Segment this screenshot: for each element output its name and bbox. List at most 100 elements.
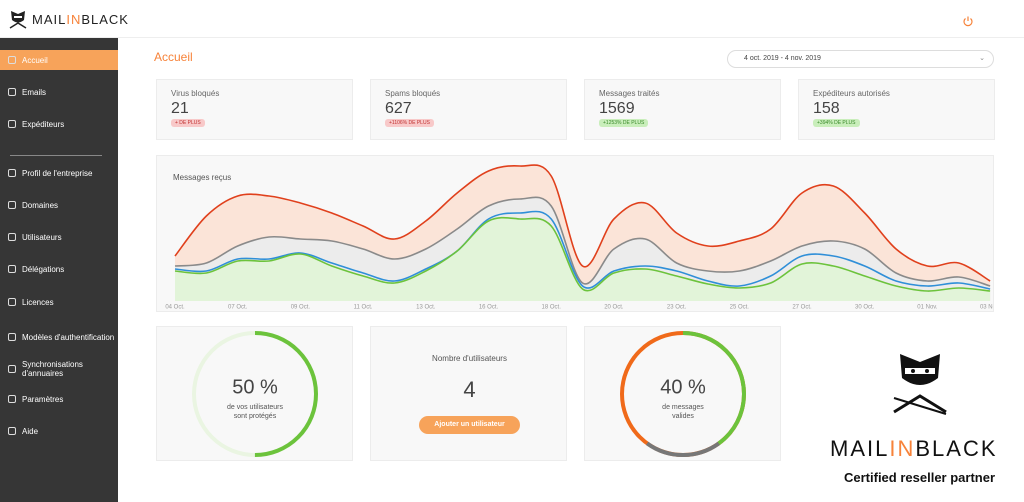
date-range: 4 oct. 2019 - 4 nov. 2019 — [744, 55, 821, 62]
logo-part: MAIL — [830, 436, 890, 461]
gauge-label: 50 % — [232, 376, 278, 398]
x-tick-label: 23 Oct. — [667, 305, 687, 311]
nav-item[interactable]: Profil de l'entreprise — [0, 163, 118, 183]
nav-icon — [8, 88, 16, 96]
nav-icon — [8, 395, 16, 403]
x-tick-label: 18 Oct. — [542, 305, 562, 311]
nav-item[interactable]: Domaines — [0, 195, 118, 215]
nav-icon — [8, 265, 16, 273]
kpi-badge: +1106% DE PLUS — [385, 119, 434, 127]
nav-label: Modèles d'authentification — [22, 332, 115, 342]
kpi-badge: +1253% DE PLUS — [599, 119, 649, 127]
x-tick-label: 27 Oct. — [792, 305, 812, 311]
nav-icon — [8, 298, 16, 306]
chart-card: Messages reçus 04 Oct. 07 Oct. 09 Oct. 11 Oc… — [156, 155, 994, 312]
nav-label: Emails — [22, 87, 47, 97]
x-tick-label: 30 Oct. — [855, 305, 875, 311]
logo-icon — [9, 11, 27, 29]
nav-item[interactable]: Utilisateurs — [0, 227, 118, 247]
nav-item[interactable]: Aide — [0, 421, 118, 441]
nav-icon — [8, 427, 16, 435]
kpi-label: Expéditeurs autorisés — [813, 89, 890, 98]
logo-part: IN — [889, 436, 916, 461]
nav-label: Utilisateurs — [22, 232, 62, 242]
nav-label: Délégations — [22, 264, 65, 274]
nav-icon — [8, 333, 16, 341]
gauge-caption: de messages — [662, 404, 704, 411]
nav-item[interactable]: Licences — [0, 292, 118, 312]
users-card: Nombre d'utilisateurs 4 Ajouter un utilisa… — [370, 326, 567, 461]
gauge-arc — [620, 331, 746, 457]
nav-icon — [8, 201, 16, 209]
nav-item[interactable]: Modèles d'authentification — [0, 324, 118, 350]
nav-label: Synchronisations d'annuaires — [22, 360, 83, 378]
kpi-label: Spams bloqués — [385, 89, 441, 98]
chart: Messages reçus 04 Oct. 07 Oct. 09 Oct. 11 Oc… — [165, 164, 994, 311]
series-line — [174, 196, 991, 287]
gauge-caption: de vos utilisateurs — [227, 404, 284, 411]
series-area — [175, 217, 991, 301]
partner-tagline: Certified reseller partner — [844, 470, 996, 485]
logo-part: MAIL — [32, 12, 67, 27]
partner: MAILINBLACK Certified reseller partner — [800, 330, 1024, 502]
nav-item[interactable]: Paramètres — [0, 389, 118, 409]
gauge-arc — [192, 331, 318, 457]
sidebar: Accueil Emails Expéditeurs Profil de l'entr… — [0, 38, 118, 502]
logo-part: BLACK — [81, 12, 129, 27]
nav-label: Aide — [22, 426, 39, 436]
gauge-caption: sont protégés — [234, 413, 277, 420]
nav-icon — [8, 169, 16, 177]
kpi-label: Virus bloqués — [171, 89, 220, 98]
nav-item[interactable]: Synchronisations d'annuaires — [0, 356, 118, 382]
kpi-badge: +394% DE PLUS — [813, 119, 860, 127]
gauge-caption: valides — [672, 413, 694, 420]
gauge-card: 50 % de vos utilisateurs sont protégés — [156, 326, 353, 461]
nav-icon — [8, 233, 16, 241]
gauge: 50 % de vos utilisateurs sont protégés — [192, 331, 318, 457]
partner-icon — [893, 354, 947, 415]
nav-icon — [8, 56, 16, 64]
x-tick-label: 03 Nov. — [980, 305, 994, 311]
users-value: 4 — [463, 377, 476, 402]
nav-label: Profil de l'entreprise — [22, 168, 93, 178]
nav-label: Paramètres — [22, 394, 64, 404]
separator — [10, 155, 102, 156]
logo-part: IN — [66, 12, 82, 27]
nav-item[interactable]: Emails — [0, 82, 118, 102]
gauge: 40 % de messages valides — [620, 331, 746, 457]
nav-icon — [8, 365, 16, 373]
gauge-label: 40 % — [660, 376, 706, 398]
x-tick-label: 07 Oct. — [228, 305, 248, 311]
x-tick-label: 13 Oct. — [416, 305, 436, 311]
kpi-card: Spams bloqués 627 +1106% DE PLUS — [370, 79, 567, 140]
nav-icon — [8, 120, 16, 128]
x-tick-label: 16 Oct. — [479, 305, 499, 311]
nav-item[interactable]: Accueil — [0, 50, 118, 70]
nav-label: Accueil — [22, 55, 48, 65]
page-title: Accueil — [154, 50, 193, 64]
nav-label: Licences — [22, 297, 54, 307]
header: MAILINBLACK — [0, 0, 1024, 38]
x-tick-label: 04 Oct. — [165, 305, 185, 311]
kpi-badge: + DE PLUS — [171, 119, 205, 127]
kpi-card: Messages traités 1569 +1253% DE PLUS — [584, 79, 781, 140]
series-line — [174, 216, 991, 292]
nav-item[interactable]: Délégations — [0, 259, 118, 279]
date-picker[interactable]: 4 oct. 2019 - 4 nov. 2019 ⌄ — [727, 50, 994, 68]
x-tick-label: 11 Oct. — [354, 305, 373, 311]
add-user-button[interactable]: Ajouter un utilisateur — [419, 416, 520, 434]
nav-label: Expéditeurs — [22, 119, 65, 129]
gauge-card: 40 % de messages valides — [584, 326, 781, 461]
kpi-card: Expéditeurs autorisés 158 +394% DE PLUS — [798, 79, 995, 140]
kpi-value: 1569 — [599, 100, 635, 117]
kpi-value: 21 — [171, 100, 189, 117]
x-tick-label: 20 Oct. — [604, 305, 624, 311]
series-line — [174, 164, 991, 282]
kpi-value: 158 — [813, 100, 840, 117]
kpi-card: Virus bloqués 21 + DE PLUS — [156, 79, 353, 140]
series-line — [174, 210, 991, 290]
nav-item[interactable]: Expéditeurs — [0, 114, 118, 134]
users-label: Nombre d'utilisateurs — [432, 354, 507, 363]
power-button[interactable] — [962, 15, 974, 27]
